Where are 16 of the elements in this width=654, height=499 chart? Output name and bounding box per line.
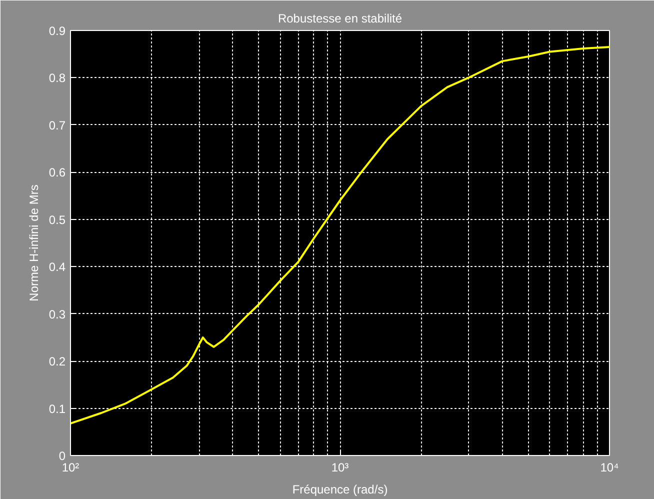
y-tick-label: 0.9	[48, 24, 66, 38]
chart-title: Robustesse en stabilité	[278, 12, 402, 26]
y-tick-label: 0.5	[48, 212, 66, 227]
y-tick-label: 0.8	[48, 71, 66, 86]
y-tick-label: 0.1	[48, 402, 66, 416]
x-tick-label: 10²	[62, 460, 80, 474]
x-tick-label: 10³	[331, 460, 349, 474]
x-tick-label: 10⁴	[600, 460, 619, 474]
y-tick-label: 0.6	[48, 166, 66, 180]
y-tick-label: 0.7	[48, 118, 66, 132]
y-tick-label: 0	[58, 449, 66, 463]
y-tick-label: 0.3	[48, 307, 66, 322]
y-tick-label: 0.2	[48, 354, 66, 369]
y-tick-label: 0.4	[48, 260, 66, 274]
x-axis-title: Fréquence (rad/s)	[292, 482, 388, 496]
y-axis-title: Norme H-infini de Mrs	[26, 184, 41, 302]
